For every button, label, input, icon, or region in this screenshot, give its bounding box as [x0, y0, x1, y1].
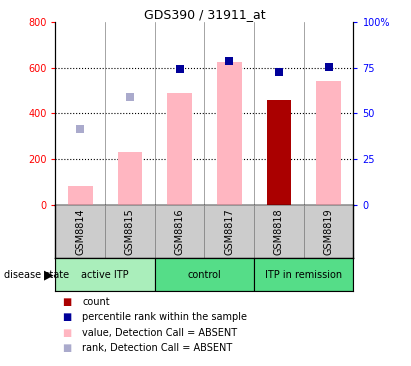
Text: GSM8819: GSM8819	[323, 208, 334, 255]
Text: ■: ■	[62, 297, 71, 307]
Bar	[155, 205, 204, 258]
Text: rank, Detection Call = ABSENT: rank, Detection Call = ABSENT	[82, 343, 233, 353]
Bar	[55, 258, 155, 291]
Text: ■: ■	[62, 328, 71, 338]
Bar	[316, 82, 341, 205]
Bar	[155, 258, 254, 291]
Text: GSM8815: GSM8815	[125, 208, 135, 255]
Text: control: control	[187, 269, 222, 280]
Title: GDS390 / 31911_at: GDS390 / 31911_at	[144, 8, 265, 21]
Bar	[254, 205, 304, 258]
Bar	[304, 205, 353, 258]
Text: GSM8816: GSM8816	[175, 208, 185, 255]
Text: GSM8814: GSM8814	[75, 208, 85, 255]
Bar	[267, 100, 291, 205]
Text: GSM8818: GSM8818	[274, 208, 284, 255]
Text: ■: ■	[62, 312, 71, 322]
Text: active ITP: active ITP	[81, 269, 129, 280]
Text: value, Detection Call = ABSENT: value, Detection Call = ABSENT	[82, 328, 237, 338]
Text: GSM8817: GSM8817	[224, 208, 234, 255]
Bar	[254, 258, 353, 291]
Bar	[217, 62, 242, 205]
Text: ■: ■	[62, 343, 71, 353]
Text: ▶: ▶	[44, 268, 53, 281]
Text: count: count	[82, 297, 110, 307]
Bar	[105, 205, 155, 258]
Bar	[118, 152, 142, 205]
Bar	[167, 93, 192, 205]
Bar	[205, 205, 254, 258]
Text: percentile rank within the sample: percentile rank within the sample	[82, 312, 247, 322]
Text: ITP in remission: ITP in remission	[265, 269, 342, 280]
Bar	[55, 205, 105, 258]
Bar	[68, 186, 93, 205]
Text: disease state: disease state	[4, 269, 69, 280]
